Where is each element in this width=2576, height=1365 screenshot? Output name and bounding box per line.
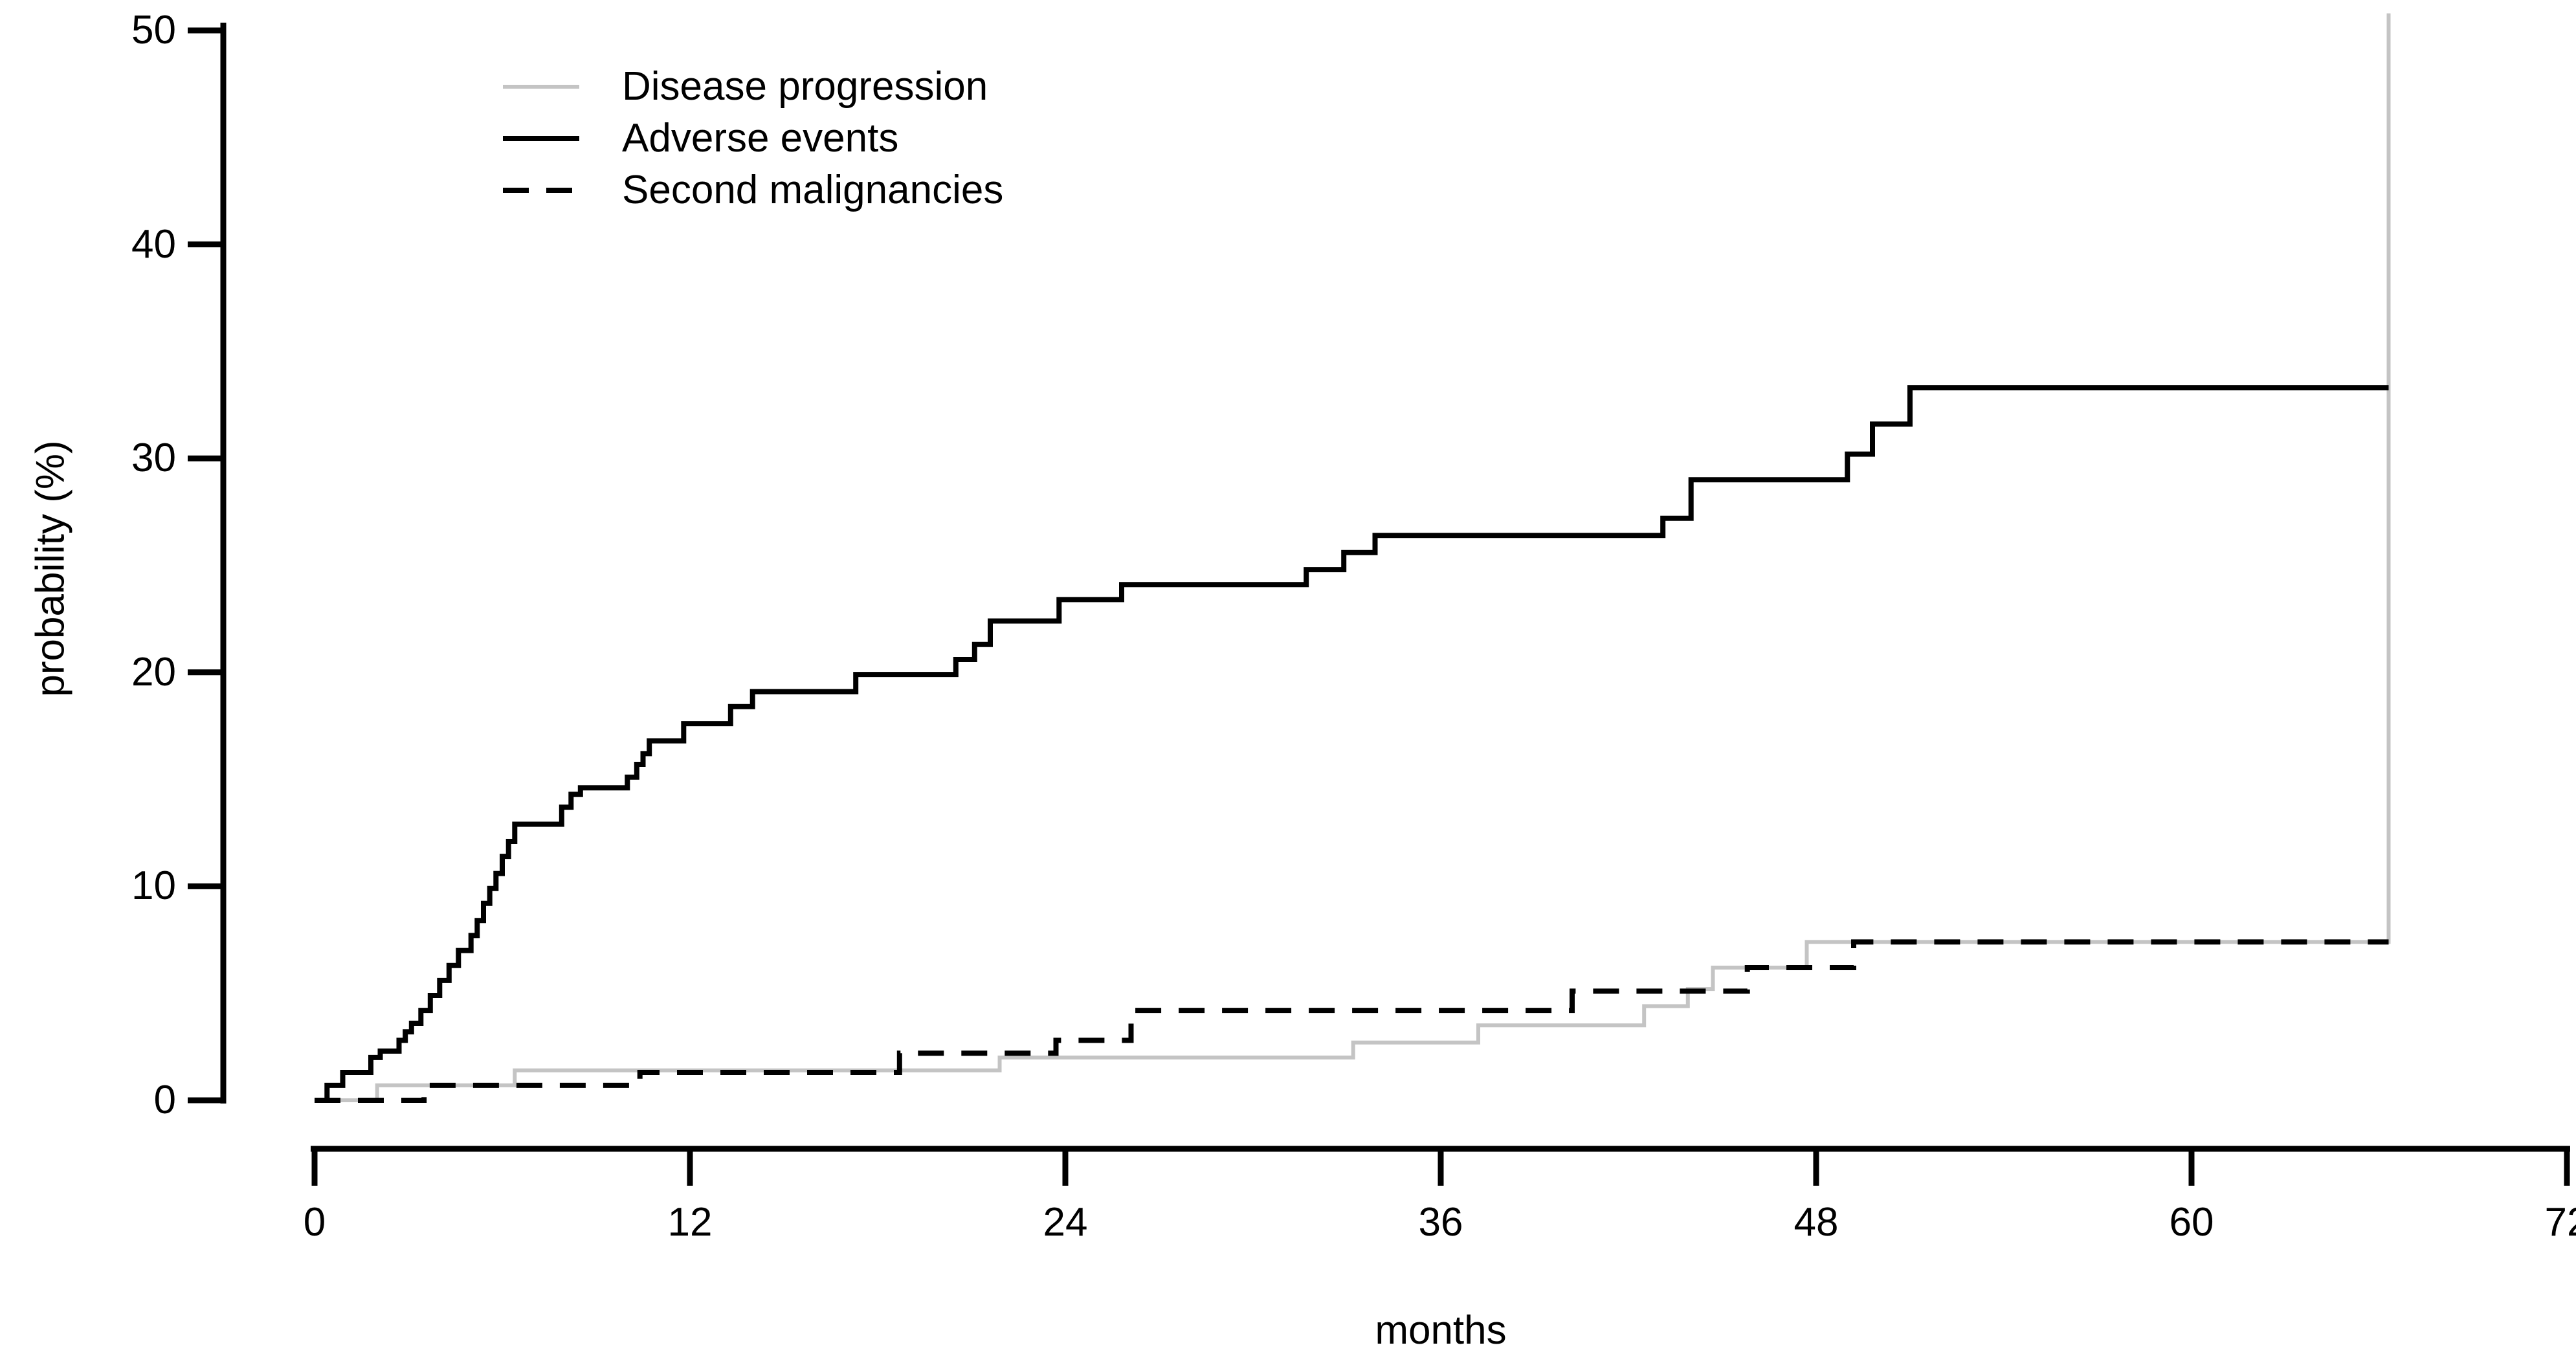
curves — [315, 13, 2391, 1103]
x-tick-label: 60 — [2169, 1200, 2214, 1245]
x-tick-label: 24 — [1043, 1200, 1088, 1245]
legend-item-second-malignancies: Second malignancies — [503, 170, 1003, 210]
y-tick-label: 40 — [131, 221, 176, 267]
second-malignancies-curve — [315, 939, 2389, 1103]
y-tick-label: 50 — [131, 8, 176, 52]
disease-progression-curve — [315, 13, 2391, 1102]
legend-item-disease-progression: Disease progression — [503, 67, 1003, 107]
legend-label: Adverse events — [622, 116, 899, 161]
legend-item-adverse-events: Adverse events — [503, 118, 1003, 159]
adverse-events-curve — [315, 385, 2389, 1103]
x-tick-label: 48 — [1793, 1200, 1839, 1245]
y-tick-label: 30 — [131, 436, 176, 481]
x-tick-label: 12 — [667, 1200, 713, 1245]
legend-label: Second malignancies — [622, 168, 1004, 212]
legend: Disease progression Adverse events Secon… — [503, 67, 1003, 210]
legend-label: Disease progression — [622, 64, 988, 109]
adverse-events-legend-line-icon — [503, 136, 579, 141]
disease-progression-legend-line-icon — [503, 85, 579, 89]
x-tick-label: 72 — [2544, 1200, 2576, 1245]
x-tick-label: 36 — [1418, 1200, 1463, 1245]
second-malignancies-legend-line-icon — [503, 188, 579, 193]
y-tick-label: 20 — [131, 649, 176, 694]
x-tick-label: 0 — [303, 1200, 326, 1245]
y-tick-label: 0 — [153, 1078, 176, 1122]
y-tick-label: 10 — [131, 863, 176, 909]
y-axis-title: probability (%) — [28, 439, 73, 697]
x-axis-title: months — [1375, 1308, 1507, 1353]
axes — [188, 23, 2570, 1186]
